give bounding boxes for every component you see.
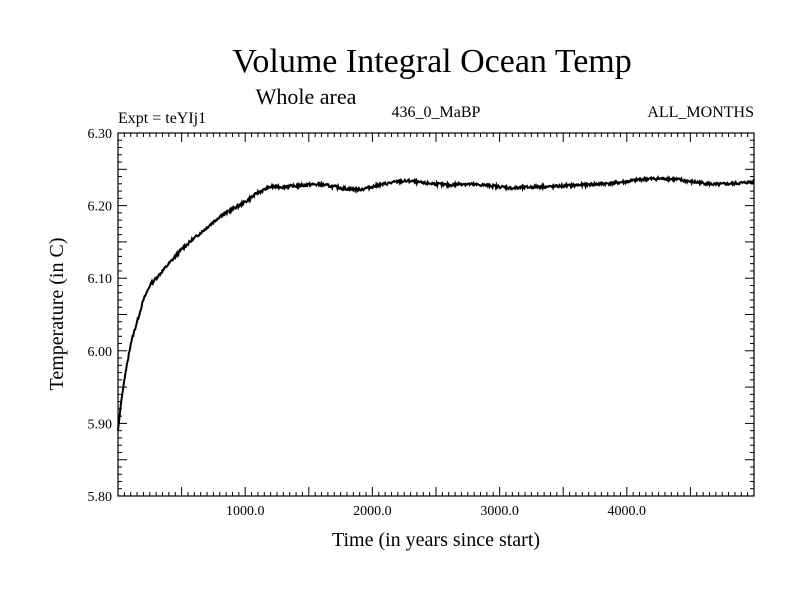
y-tick-label: 6.20 — [88, 200, 113, 215]
x-tick-label: 2000.0 — [353, 504, 392, 519]
y-tick-label: 6.00 — [88, 345, 113, 360]
y-tick-label: 5.80 — [88, 490, 113, 505]
season-label: ALL_MONTHS — [647, 104, 754, 121]
axis-ticks — [118, 133, 754, 496]
experiment-label: Expt = teYIj1 — [118, 110, 206, 127]
chart-title: Volume Integral Ocean Temp — [232, 43, 632, 80]
x-axis-label: Time (in years since start) — [332, 529, 540, 551]
y-axis-label: Temperature (in C) — [46, 238, 68, 391]
x-tick-label: 4000.0 — [608, 504, 647, 519]
chart-subtitle: Whole area — [256, 84, 357, 109]
x-tick-label: 1000.0 — [226, 504, 265, 519]
x-tick-label: 3000.0 — [480, 504, 519, 519]
y-tick-label: 6.30 — [88, 127, 113, 142]
y-tick-label: 5.90 — [88, 417, 113, 432]
tick-labels: 1000.0 2000.0 3000.0 4000.0 5.80 5.90 6.00 6.10… — [88, 127, 647, 519]
run-label: 436_0_MaBP — [392, 104, 481, 121]
series-line — [117, 174, 755, 431]
y-tick-label: 6.10 — [88, 272, 113, 287]
plot-frame — [117, 132, 755, 497]
